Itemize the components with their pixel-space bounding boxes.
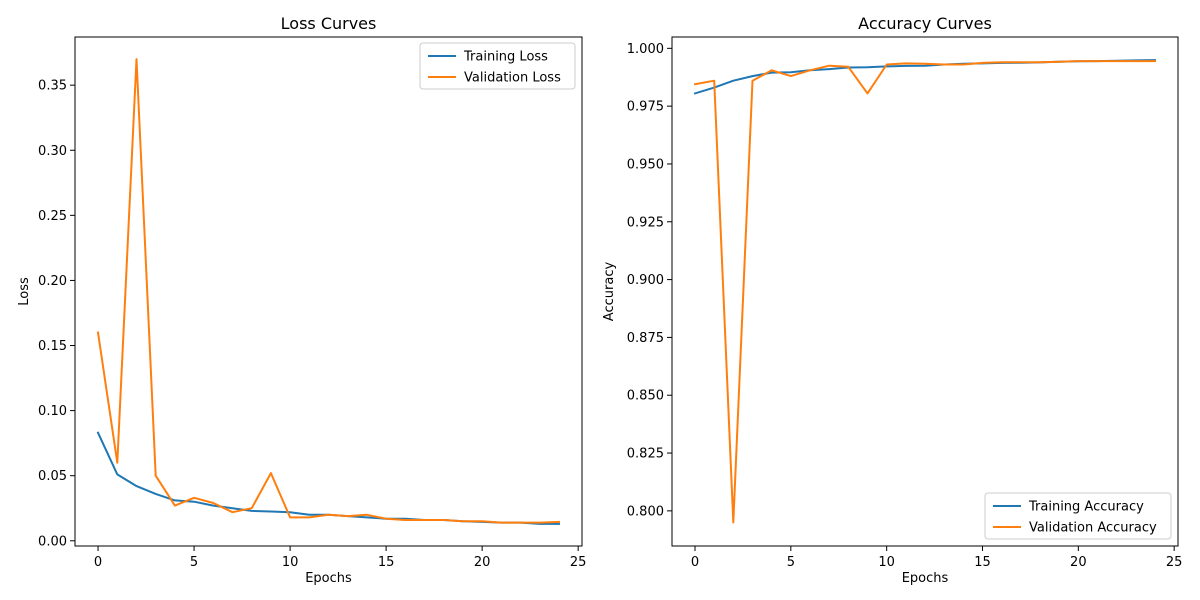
accuracy-legend: Training Accuracy Validation Accuracy bbox=[984, 492, 1172, 540]
accuracy-y-tick-label: 0.875 bbox=[627, 331, 664, 346]
loss-x-tick-label: 5 bbox=[190, 555, 198, 570]
accuracy-x-tick-label: 20 bbox=[1070, 555, 1087, 570]
loss-y-tick-label: 0.20 bbox=[38, 274, 67, 289]
loss-legend-label-validation: Validation Loss bbox=[464, 71, 561, 86]
loss-series-line-training bbox=[96, 431, 560, 525]
accuracy-y-tick-label: 0.850 bbox=[627, 389, 664, 404]
accuracy-legend-label-training: Training Accuracy bbox=[1028, 500, 1144, 515]
accuracy-series-line-training bbox=[693, 59, 1157, 95]
accuracy-legend-label-validation: Validation Accuracy bbox=[1029, 521, 1157, 536]
loss-plot-frame bbox=[74, 36, 583, 547]
loss-chart-title: Loss Curves bbox=[281, 14, 377, 33]
loss-y-tick-label: 0.30 bbox=[38, 144, 67, 159]
loss-y-axis-label: Loss bbox=[17, 277, 32, 306]
accuracy-x-tick-label: 10 bbox=[878, 555, 895, 570]
accuracy-chart: Accuracy Curves Epochs Accuracy 0 5 10 15 20… bbox=[602, 14, 1182, 586]
accuracy-y-tick-label: 1.000 bbox=[627, 42, 664, 57]
accuracy-x-tick-label: 5 bbox=[787, 555, 795, 570]
loss-x-tick-label: 0 bbox=[94, 555, 102, 570]
accuracy-chart-title: Accuracy Curves bbox=[858, 14, 992, 33]
loss-x-axis-label: Epochs bbox=[305, 571, 352, 586]
loss-legend: Training Loss Validation Loss bbox=[419, 42, 576, 90]
accuracy-y-tick-label: 0.975 bbox=[627, 100, 664, 115]
accuracy-y-axis-label: Accuracy bbox=[602, 262, 617, 322]
loss-y-tick-label: 0.15 bbox=[38, 339, 67, 354]
accuracy-series-group bbox=[693, 59, 1157, 524]
loss-y-tick-label: 0.10 bbox=[38, 404, 67, 419]
loss-x-tick-label: 15 bbox=[378, 555, 395, 570]
accuracy-y-tick-label: 0.800 bbox=[627, 504, 664, 519]
loss-chart: Loss Curves Epochs Loss 0 5 10 15 20 25 0.00 0.… bbox=[17, 14, 586, 586]
accuracy-x-axis-label: Epochs bbox=[902, 571, 949, 586]
loss-y-tick-label: 0.00 bbox=[38, 534, 67, 549]
accuracy-x-tick-label: 25 bbox=[1166, 555, 1183, 570]
loss-y-tick-label: 0.05 bbox=[38, 469, 67, 484]
accuracy-y-tick-label: 0.950 bbox=[627, 157, 664, 172]
accuracy-y-tick-label: 0.900 bbox=[627, 273, 664, 288]
accuracy-y-tick-label: 0.825 bbox=[627, 447, 664, 462]
loss-series-line-validation bbox=[96, 58, 561, 524]
accuracy-plot-frame bbox=[671, 36, 1179, 547]
accuracy-legend-box bbox=[984, 492, 1172, 540]
accuracy-series-line-validation bbox=[693, 60, 1156, 524]
loss-series-group bbox=[96, 58, 561, 525]
loss-y-tick-label: 0.35 bbox=[38, 79, 67, 94]
loss-x-tick-label: 20 bbox=[474, 555, 491, 570]
loss-x-tick-label: 25 bbox=[570, 555, 587, 570]
accuracy-x-tick-label: 15 bbox=[974, 555, 991, 570]
accuracy-x-tick-label: 0 bbox=[691, 555, 699, 570]
accuracy-y-tick-label: 0.925 bbox=[627, 215, 664, 230]
loss-x-tick-label: 10 bbox=[282, 555, 299, 570]
loss-y-tick-label: 0.25 bbox=[38, 209, 67, 224]
loss-legend-label-training: Training Loss bbox=[463, 50, 548, 65]
loss-legend-box bbox=[419, 42, 576, 90]
